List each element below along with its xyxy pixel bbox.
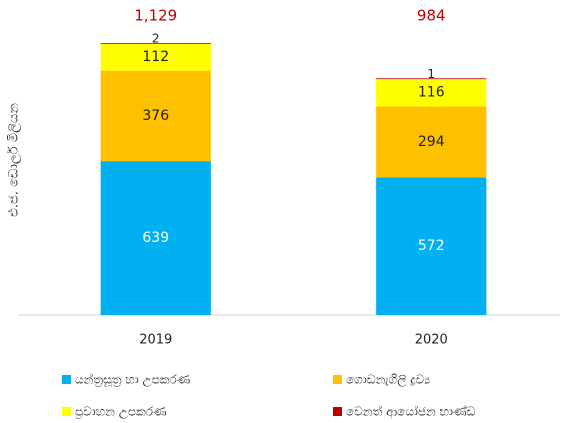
legend-label: යන්ත්‍රසූත්‍ර හා උපකරණ [75, 372, 190, 387]
bar-segment [100, 70, 211, 162]
total-label: 984 [417, 7, 446, 25]
value-label: 116 [418, 85, 445, 101]
bar-segment [100, 43, 211, 44]
legend-label: ප්‍රවාහන උපකරණ [75, 405, 166, 420]
value-label: 572 [418, 238, 445, 254]
bar-segment [376, 177, 487, 315]
value-label: 112 [142, 49, 169, 65]
bar-segment [100, 161, 211, 315]
legend-label: ගොඩනැගිලි ද්‍රව්‍ය [346, 373, 430, 388]
value-label: 639 [142, 230, 169, 246]
value-label: 1 [427, 67, 435, 81]
bar-segment [100, 43, 211, 71]
value-label: 376 [142, 108, 169, 124]
legend-swatch [333, 407, 342, 416]
legend-swatch [62, 407, 71, 416]
x-tick-label: 2019 [139, 333, 172, 348]
total-label: 1,129 [134, 7, 177, 25]
value-label: 294 [418, 134, 445, 150]
value-label: 2 [152, 32, 160, 46]
bar-segment [376, 106, 487, 178]
bar-segment [376, 78, 487, 107]
legend-swatch [333, 375, 342, 384]
x-tick-label: 2020 [415, 333, 448, 348]
legend-swatch [62, 375, 71, 384]
y-axis-label: එ.ජ. ඩොලර් මිලියන [6, 103, 22, 217]
legend-label: වෙනත් ආයෝජන භාණ්ඩ [346, 404, 475, 419]
bar-segment [376, 78, 487, 80]
